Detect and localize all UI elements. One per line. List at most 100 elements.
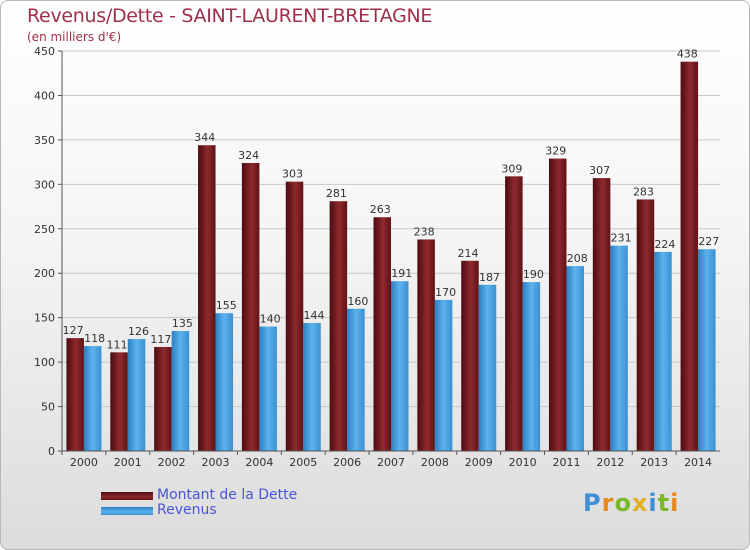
data-label-debt: 303	[282, 168, 303, 181]
data-label-revenue: 227	[698, 235, 719, 248]
bar-debt	[241, 163, 260, 451]
data-label-revenue: 191	[391, 267, 412, 280]
data-label-revenue: 187	[479, 271, 500, 284]
data-label-debt: 283	[633, 185, 654, 198]
bar-revenue	[566, 266, 584, 451]
data-label-revenue: 126	[128, 325, 149, 338]
bar-debt	[680, 61, 699, 452]
bar-revenue	[127, 339, 146, 451]
data-label-revenue: 224	[654, 238, 675, 251]
data-label-revenue: 118	[84, 332, 105, 345]
data-label-debt: 309	[501, 162, 522, 175]
data-label-revenue: 231	[611, 232, 632, 245]
proxiti-logo: Proxiti	[583, 489, 679, 517]
bar-debt	[154, 347, 172, 451]
bar-revenue	[391, 281, 409, 451]
x-tick-label: 2005	[289, 456, 317, 469]
data-label-revenue: 155	[216, 299, 237, 312]
y-tick-label: 250	[34, 223, 55, 236]
y-tick-label: 50	[41, 401, 55, 414]
bar-revenue	[347, 308, 365, 451]
y-tick-label: 400	[34, 89, 55, 102]
bar-revenue	[171, 331, 190, 451]
logo-letter: i	[670, 489, 680, 517]
bar-revenue	[698, 249, 716, 451]
bar-debt	[417, 239, 435, 451]
bar-revenue	[83, 346, 102, 451]
x-tick-label: 2003	[202, 456, 230, 469]
data-label-revenue: 170	[435, 286, 456, 299]
logo-letter: i	[648, 489, 658, 517]
bar-debt	[461, 260, 479, 451]
y-tick-label: 300	[34, 178, 55, 191]
data-label-debt: 438	[677, 48, 698, 61]
data-label-debt: 117	[150, 333, 171, 346]
legend-swatch-debt	[101, 491, 153, 500]
logo-letter: x	[631, 489, 649, 517]
bar-debt	[66, 338, 84, 451]
x-tick-label: 2014	[684, 456, 712, 469]
bar-revenue	[215, 313, 234, 451]
x-tick-label: 2001	[114, 456, 142, 469]
bar-revenue	[303, 323, 321, 451]
data-label-revenue: 144	[304, 309, 325, 322]
logo-letter: P	[583, 489, 602, 517]
chart-subtitle: (en milliers d'€)	[27, 30, 122, 44]
bar-debt	[505, 176, 523, 452]
x-tick-label: 2002	[158, 456, 186, 469]
legend-swatch-revenue	[101, 506, 153, 515]
y-tick-label: 350	[34, 134, 55, 147]
bar-revenue	[259, 326, 277, 451]
data-label-debt: 238	[414, 225, 435, 238]
data-label-debt: 127	[63, 324, 84, 337]
bar-debt	[329, 201, 348, 451]
chart-legend: Montant de la Dette Revenus	[101, 488, 297, 518]
bar-debt	[198, 145, 216, 451]
logo-letter: t	[657, 489, 671, 517]
bar-debt	[636, 199, 655, 451]
data-label-revenue: 160	[347, 295, 368, 308]
y-tick-label: 0	[48, 445, 55, 458]
x-tick-label: 2011	[552, 456, 580, 469]
x-tick-label: 2012	[596, 456, 624, 469]
logo-letter: o	[614, 489, 632, 517]
bar-revenue	[478, 284, 497, 451]
chart-title: Revenus/Dette - SAINT-LAURENT-BRETAGNE	[27, 5, 433, 27]
bar-revenue	[522, 282, 541, 451]
y-tick-label: 150	[34, 312, 55, 325]
bar-debt	[373, 217, 391, 451]
y-tick-label: 100	[34, 356, 55, 369]
bar-revenue	[610, 245, 628, 451]
data-label-revenue: 208	[567, 252, 588, 265]
data-label-revenue: 135	[172, 317, 193, 330]
x-tick-label: 2006	[333, 456, 361, 469]
logo-letter: r	[601, 489, 615, 517]
bar-debt	[548, 158, 567, 452]
data-label-debt: 324	[238, 149, 259, 162]
legend-item-debt: Montant de la Dette	[101, 488, 297, 503]
y-tick-label: 450	[34, 45, 55, 58]
y-tick-label: 200	[34, 267, 55, 280]
data-label-revenue: 140	[260, 313, 281, 326]
bar-debt	[110, 352, 128, 451]
bar-revenue	[434, 299, 453, 451]
x-tick-label: 2000	[70, 456, 98, 469]
legend-label-revenue: Revenus	[157, 502, 217, 518]
data-label-debt: 281	[326, 187, 347, 200]
data-label-debt: 307	[589, 164, 610, 177]
x-tick-label: 2008	[421, 456, 449, 469]
legend-item-revenue: Revenus	[101, 503, 297, 518]
data-label-debt: 214	[457, 247, 478, 260]
x-tick-label: 2010	[509, 456, 537, 469]
x-tick-label: 2004	[245, 456, 273, 469]
data-label-debt: 344	[194, 131, 215, 144]
data-label-debt: 329	[545, 145, 566, 158]
x-tick-label: 2013	[640, 456, 668, 469]
legend-label-debt: Montant de la Dette	[157, 487, 298, 503]
bar-revenue	[654, 251, 672, 451]
bar-debt	[592, 178, 611, 451]
data-label-revenue: 190	[523, 268, 544, 281]
data-label-debt: 263	[370, 203, 391, 216]
